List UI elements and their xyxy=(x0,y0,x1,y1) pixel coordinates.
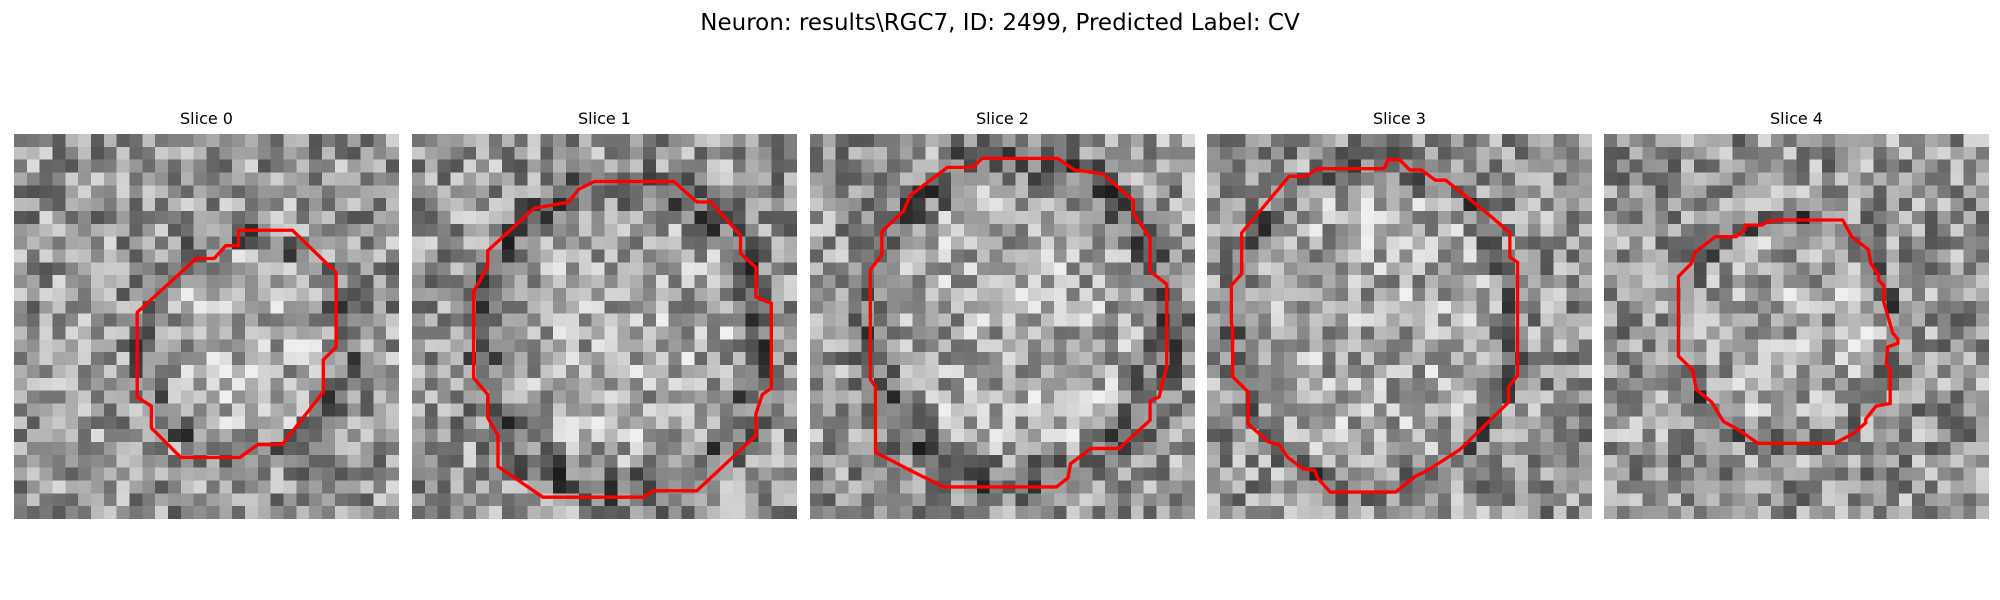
cell-contour xyxy=(1676,218,1900,445)
slice-title: Slice 4 xyxy=(1770,109,1823,128)
slice-title: Slice 2 xyxy=(976,109,1029,128)
pixel-grid xyxy=(1604,134,1989,519)
slice-panel-1: Slice 1 xyxy=(412,108,797,519)
slice-title: Slice 3 xyxy=(1373,109,1426,128)
pixel-grid xyxy=(14,134,399,519)
cell-contour xyxy=(135,228,338,460)
slice-panel-4: Slice 4 xyxy=(1604,108,1989,519)
pixel-grid xyxy=(412,134,797,519)
pixel-grid xyxy=(810,134,1195,519)
slice-image xyxy=(14,134,399,519)
slice-image xyxy=(810,134,1195,519)
slice-panel-2: Slice 2 xyxy=(810,108,1195,519)
cell-contour xyxy=(868,156,1169,489)
pixel-grid xyxy=(1207,134,1592,519)
slice-title: Slice 0 xyxy=(180,109,233,128)
slice-image xyxy=(412,134,797,519)
slice-image xyxy=(1604,134,1989,519)
slice-panel-3: Slice 3 xyxy=(1207,108,1592,519)
figure-title: Neuron: results\RGC7, ID: 2499, Predicte… xyxy=(700,10,1300,36)
cell-contour xyxy=(471,179,774,499)
slice-image xyxy=(1207,134,1592,519)
cell-contour xyxy=(1229,157,1520,494)
slice-panel-0: Slice 0 xyxy=(14,108,399,519)
slice-title: Slice 1 xyxy=(578,109,631,128)
